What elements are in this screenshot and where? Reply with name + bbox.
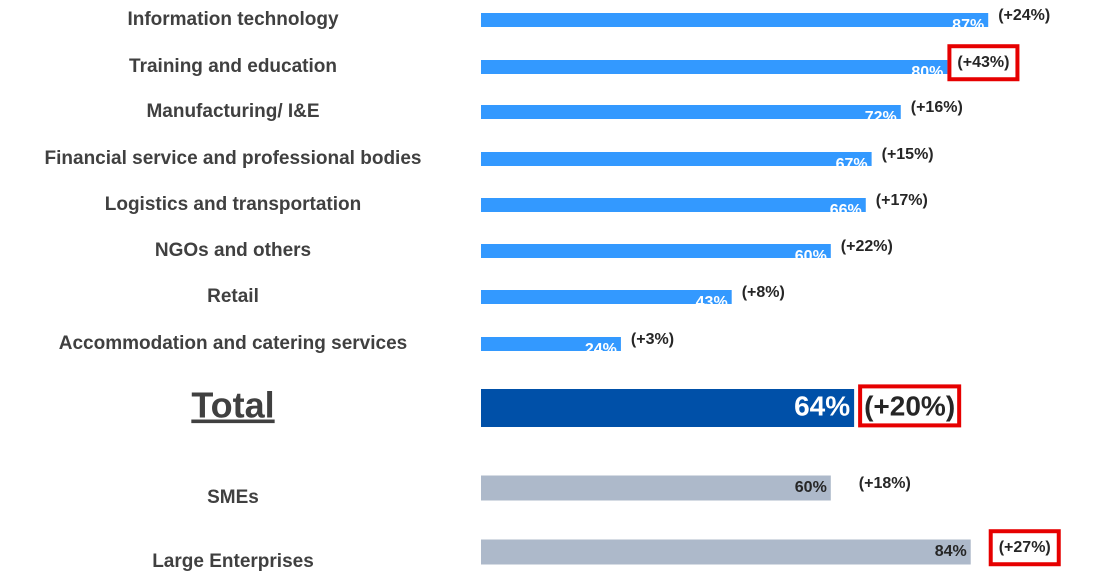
value-label: 60%	[795, 479, 827, 496]
change-label: (+8%)	[742, 284, 785, 301]
change-label: (+15%)	[882, 146, 934, 163]
bar	[481, 475, 831, 501]
category-label: Financial service and professional bodie…	[45, 148, 422, 169]
value-label: 87%	[952, 17, 984, 34]
bar	[481, 198, 866, 212]
highlight-box	[988, 529, 1061, 567]
change-label: (+27%)	[999, 539, 1051, 556]
bar	[481, 152, 872, 166]
bar	[481, 337, 621, 351]
highlight-box	[947, 44, 1020, 82]
category-label: Total	[191, 385, 274, 426]
category-label: Retail	[207, 286, 259, 307]
category-label: SMEs	[207, 487, 259, 508]
bar	[481, 13, 989, 27]
bar	[481, 290, 732, 304]
category-label: Logistics and transportation	[105, 194, 362, 215]
value-label: 43%	[696, 294, 728, 311]
change-label: (+22%)	[841, 238, 893, 255]
change-label: (+24%)	[998, 7, 1050, 24]
value-label: 84%	[935, 543, 967, 560]
change-label: (+43%)	[957, 54, 1009, 71]
category-label: Training and education	[129, 56, 337, 77]
value-label: 60%	[795, 248, 827, 265]
category-label: NGOs and others	[155, 240, 311, 261]
change-label: (+17%)	[876, 192, 928, 209]
value-label: 67%	[836, 156, 868, 173]
bar	[481, 389, 855, 427]
change-label: (+16%)	[911, 99, 963, 116]
category-label: Information technology	[127, 9, 339, 30]
change-label: (+20%)	[864, 390, 955, 421]
value-label: 80%	[911, 64, 943, 81]
change-label: (+3%)	[631, 331, 674, 348]
bar	[481, 244, 831, 258]
category-label: Large Enterprises	[152, 551, 314, 572]
value-label: 24%	[585, 341, 617, 358]
value-label: 66%	[830, 202, 862, 219]
highlight-box	[858, 384, 962, 428]
value-label: 64%	[794, 390, 850, 421]
category-label: Manufacturing/ I&E	[146, 101, 319, 122]
bar	[481, 539, 971, 565]
category-label: Accommodation and catering services	[59, 333, 407, 354]
bar	[481, 60, 948, 74]
bar	[481, 105, 901, 119]
change-label: (+18%)	[859, 475, 911, 492]
value-label: 72%	[865, 109, 897, 126]
